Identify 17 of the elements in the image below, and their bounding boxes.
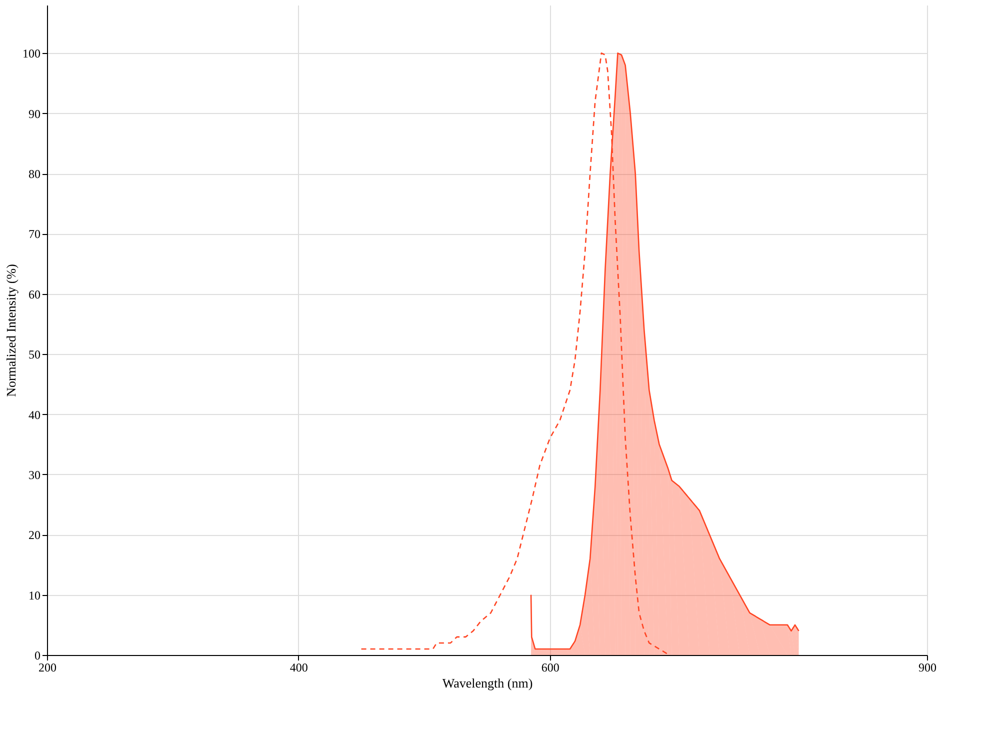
x-axis-title: Wavelength (nm) (442, 676, 533, 690)
x-tick-label: 900 (918, 660, 936, 674)
y-tick-label: 30 (28, 468, 40, 482)
y-tick-label: 100 (22, 46, 40, 61)
x-tick-label: 400 (290, 660, 308, 674)
x-tick-label: 600 (541, 660, 560, 674)
y-tick-label: 60 (28, 287, 40, 302)
y-tick-label: 20 (28, 528, 40, 542)
y-tick-label: 0 (34, 648, 40, 662)
x-tick-label: 200 (38, 660, 56, 674)
y-tick-label: 50 (28, 348, 40, 362)
y-tick-label: 40 (28, 408, 40, 422)
y-tick-label: 80 (28, 167, 40, 182)
y-tick-label: 10 (28, 588, 40, 602)
y-axis-title: Normalized Intensity (%) (4, 264, 18, 397)
y-tick-label: 90 (28, 106, 40, 121)
y-tick-label: 70 (28, 227, 40, 242)
